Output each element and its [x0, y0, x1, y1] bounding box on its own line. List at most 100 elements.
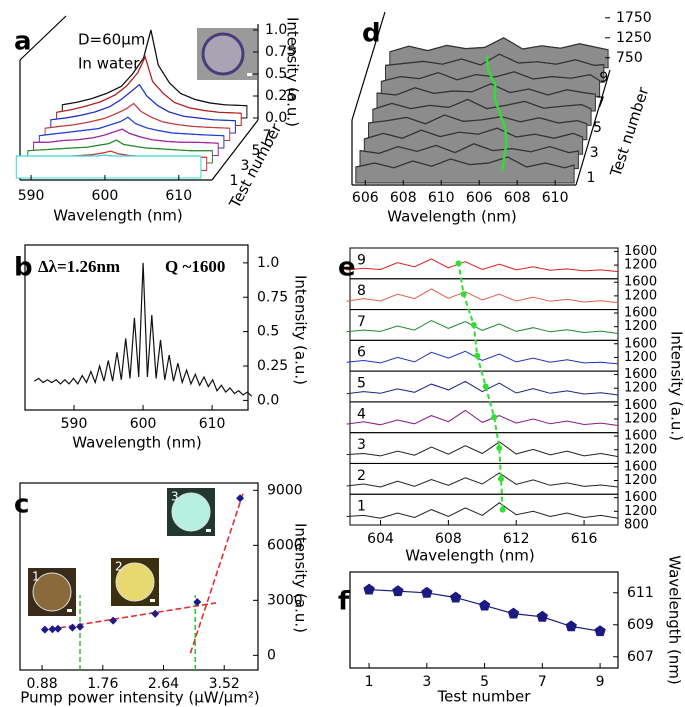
x-tick-label: 608 — [504, 190, 531, 206]
spectrum — [381, 71, 600, 82]
axis-frame — [24, 244, 249, 411]
x-tick-label: 1 — [365, 674, 374, 690]
x-tick-label: 610 — [542, 190, 569, 206]
data-point — [594, 625, 606, 637]
trend-point — [460, 291, 467, 298]
z-tick-label: 7 — [263, 128, 272, 144]
y-tick-label: 0.5 — [265, 66, 287, 82]
spectrum — [346, 319, 619, 334]
spectrum — [368, 114, 588, 125]
trend-point — [496, 445, 503, 452]
x-tick-label: 600 — [92, 188, 119, 204]
y-tick-label: 1200 — [624, 473, 657, 488]
y-axis-label: Intensity (a.u.) — [284, 17, 302, 127]
axis-frame — [19, 15, 67, 61]
data-point — [68, 623, 77, 632]
panel-letter: c — [14, 490, 29, 520]
subplot-label: 5 — [357, 376, 366, 392]
data-point — [48, 625, 57, 634]
series-fill — [15, 154, 202, 179]
z-tick-label: 9 — [599, 70, 608, 86]
y-tick-label: 1600 — [624, 398, 657, 413]
trend-line — [457, 263, 504, 510]
data-point — [450, 591, 462, 603]
y-axis-label: Intensity (a.u.) — [292, 523, 310, 633]
y-tick-label: 1600 — [624, 305, 657, 320]
inset-scalebar — [150, 599, 155, 602]
spectrum — [346, 288, 619, 304]
annotation: In water — [78, 55, 140, 73]
spectrum — [355, 156, 575, 169]
spectrum — [346, 441, 619, 458]
z-axis-label: Test number — [225, 120, 285, 212]
y-tick-label: 0.75 — [257, 289, 288, 305]
y-tick-label: 0.75 — [265, 44, 296, 60]
z-tick-label: 5 — [252, 143, 261, 159]
y-tick-label: 800 — [624, 518, 649, 533]
x-tick-label: 7 — [538, 674, 547, 690]
y-tick-label: 1600 — [624, 459, 657, 474]
spectrum — [27, 139, 213, 152]
fit-line — [189, 491, 245, 654]
data-point — [363, 583, 375, 595]
x-tick-label: 604 — [367, 531, 394, 547]
trend-point — [491, 414, 498, 421]
axis-frame — [349, 571, 619, 669]
data-point — [193, 597, 202, 606]
x-tick-label: 590 — [18, 188, 45, 204]
subplot-label: 7 — [357, 314, 366, 330]
panel-letter: d — [362, 19, 381, 49]
y-tick-label: 1200 — [624, 319, 657, 334]
data-point — [236, 494, 245, 503]
panel-letter: e — [338, 253, 356, 283]
x-tick-label: 606 — [352, 190, 379, 206]
spectrum — [346, 380, 619, 396]
y-tick-label: 1600 — [624, 275, 657, 290]
y-tick-label: 611 — [627, 585, 654, 601]
y-tick-label: 0.25 — [257, 358, 288, 374]
y-tick-label: 609 — [627, 617, 654, 633]
trend-point — [499, 506, 506, 513]
subplot-frame — [349, 401, 619, 434]
data-point — [151, 609, 160, 618]
spectrum — [45, 102, 230, 129]
z-tick-label: 7 — [596, 95, 605, 111]
subplot-frame — [349, 462, 619, 495]
x-tick-label: 610 — [165, 188, 192, 204]
spectrum — [372, 98, 592, 110]
spectrum — [389, 37, 609, 53]
y-tick-label: 1250 — [616, 30, 652, 46]
x-tick-label: 610 — [428, 190, 455, 206]
subplot-frame — [349, 432, 619, 464]
y-tick-label: 1200 — [624, 442, 657, 457]
x-tick-label: 590 — [61, 416, 88, 432]
y-tick-label: 1200 — [624, 288, 657, 303]
data-point — [53, 624, 62, 633]
x-tick-label: 600 — [130, 416, 157, 432]
axis-frame — [19, 482, 259, 671]
y-tick-label: 1600 — [624, 244, 657, 259]
y-tick-label: 3000 — [267, 592, 303, 608]
y-tick-label: 1600 — [624, 367, 657, 382]
y-tick-label: 0.5 — [257, 324, 279, 340]
z-tick-label: 1 — [230, 173, 239, 189]
subplot-label: 2 — [357, 468, 366, 484]
spectrum — [62, 29, 247, 107]
panel-letter: a — [14, 27, 32, 57]
spectrum — [364, 127, 583, 140]
trend-point — [455, 260, 462, 267]
x-tick-label: 5 — [480, 674, 489, 690]
x-tick-label: 9 — [596, 674, 605, 690]
y-tick-label: 0.0 — [257, 392, 279, 408]
inset-disk — [115, 562, 155, 602]
y-axis-label: Intensity (a.u.) — [668, 331, 685, 441]
x-axis-label: Test number — [437, 688, 532, 706]
x-tick-label: 606 — [466, 190, 493, 206]
spectrum — [376, 83, 596, 96]
y-tick-label: 1200 — [624, 381, 657, 396]
data-point — [478, 599, 491, 611]
spectrum — [56, 55, 242, 114]
subplot-label: 8 — [357, 283, 366, 299]
inset-label: 2 — [115, 560, 123, 574]
